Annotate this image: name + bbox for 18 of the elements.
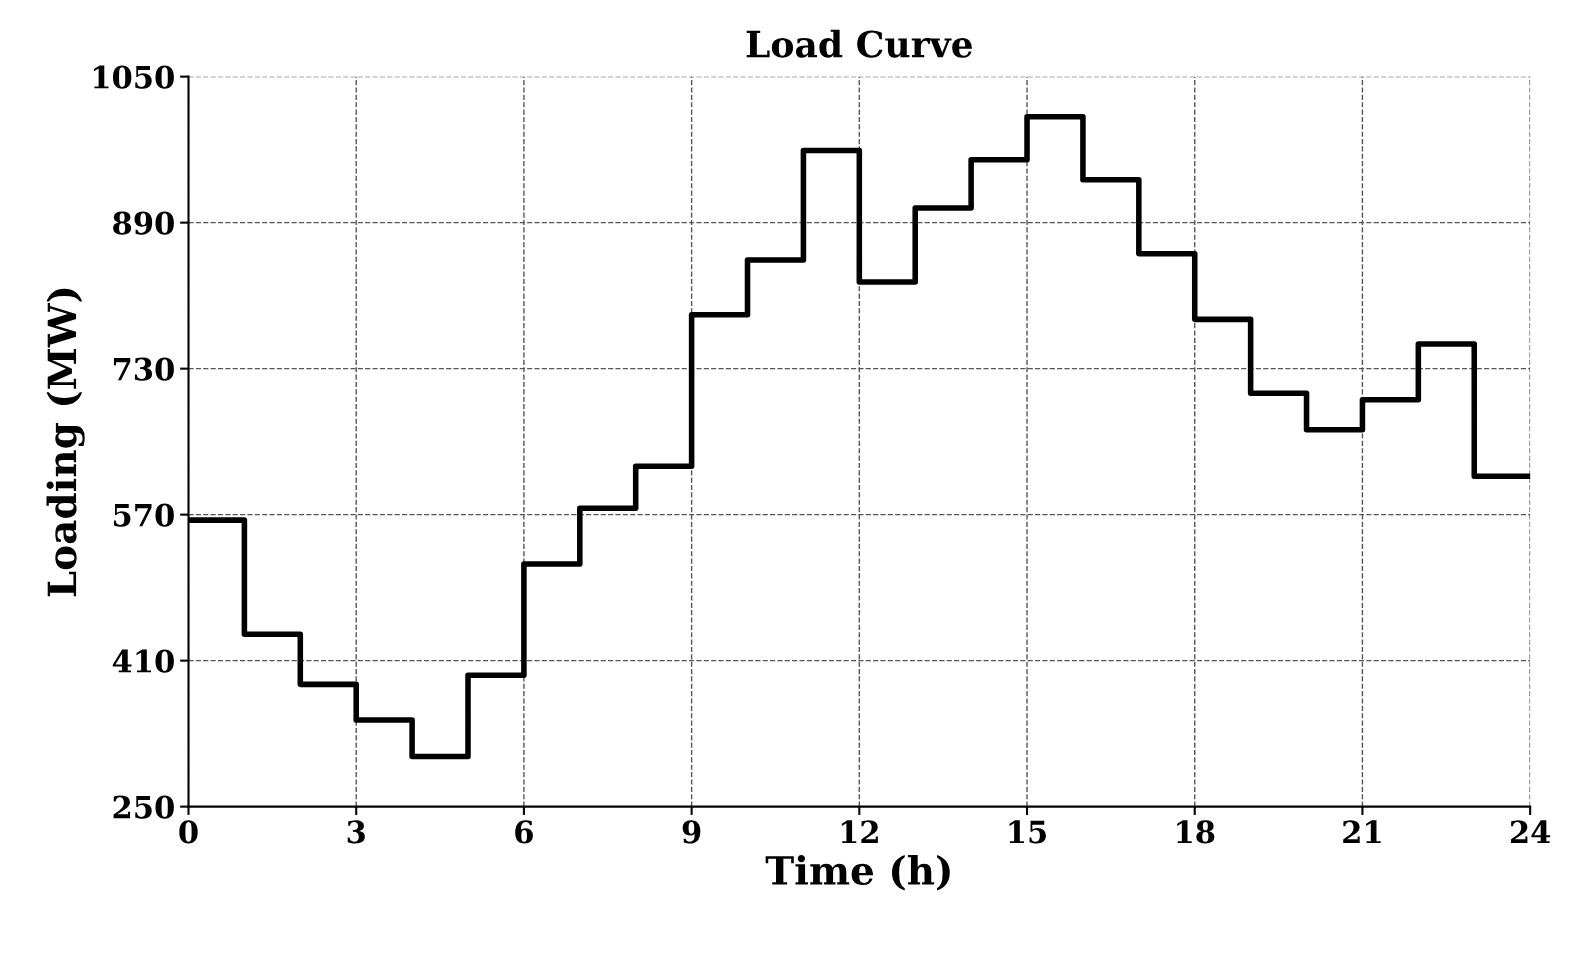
x-axis-title: Time (h) [765, 854, 950, 891]
chart-title: Load Curve [746, 29, 973, 58]
y-axis-title: Loading (MW) [46, 288, 85, 597]
y-tick-label: 570 [114, 503, 174, 527]
x-tick-label: 0 [179, 820, 198, 844]
x-tick-label: 3 [347, 820, 365, 844]
y-tick-label: 1050 [93, 65, 174, 89]
y-tick-label: 890 [113, 211, 174, 235]
x-tick-label: 12 [841, 820, 878, 844]
y-tick-label: 410 [112, 649, 174, 673]
x-tick-label: 24 [1510, 820, 1551, 844]
x-tick-label: 18 [1177, 820, 1215, 844]
x-tick-label: 21 [1343, 820, 1381, 844]
x-tick-label: 6 [515, 820, 533, 844]
x-tick-label: 15 [1009, 820, 1046, 844]
y-tick-label: 250 [113, 795, 174, 819]
y-tick-label: 730 [113, 357, 174, 381]
x-tick-label: 9 [682, 820, 701, 844]
